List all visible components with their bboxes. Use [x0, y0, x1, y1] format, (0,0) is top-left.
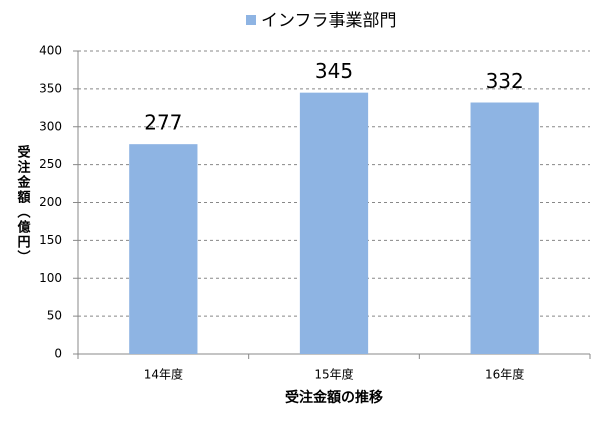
- y-tick-label: 250: [39, 157, 62, 171]
- y-tick-label: 350: [39, 81, 62, 95]
- y-tick-label: 300: [39, 119, 62, 133]
- y-tick-label: 400: [39, 44, 62, 58]
- x-tick-label: 16年度: [485, 367, 524, 382]
- data-label: 345: [315, 59, 353, 83]
- y-tick-label: 50: [47, 309, 62, 323]
- y-tick-label: 150: [39, 233, 62, 247]
- data-label: 332: [486, 69, 524, 93]
- x-tick-label: 14年度: [144, 367, 183, 382]
- bar: [129, 144, 198, 354]
- data-label: 277: [144, 111, 182, 135]
- y-tick-label: 0: [54, 347, 62, 361]
- legend-swatch: [246, 15, 256, 25]
- bar: [299, 92, 369, 354]
- bar: [470, 102, 539, 354]
- y-axis-label: 受注金額（億円）: [15, 144, 32, 265]
- x-tick-label: 15年度: [314, 367, 353, 382]
- x-axis-label: 受注金額の推移: [285, 389, 383, 406]
- y-tick-label: 100: [39, 271, 62, 285]
- legend-label: インフラ事業部門: [261, 11, 397, 31]
- y-tick-label: 200: [39, 195, 62, 209]
